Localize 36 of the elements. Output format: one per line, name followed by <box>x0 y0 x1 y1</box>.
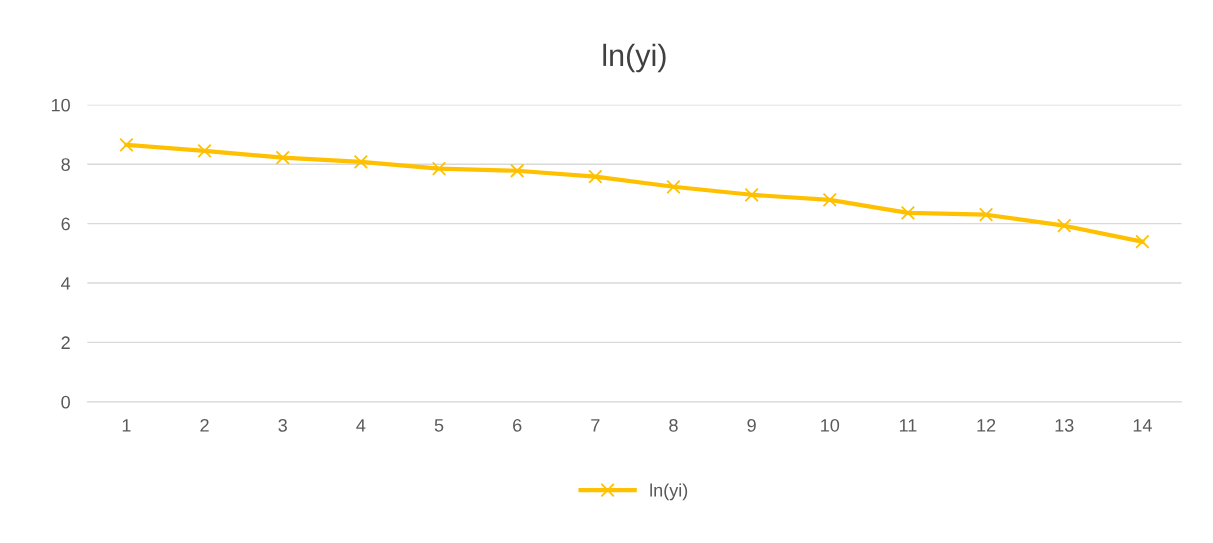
chart-title: ln(yi) <box>603 43 666 73</box>
x-tick-label: 3 <box>278 418 287 432</box>
x-tick-label: 4 <box>356 419 366 432</box>
y-tick-label: 6 <box>61 217 70 231</box>
point <box>119 137 134 153</box>
x-tick-label: 6 <box>513 418 522 432</box>
y-tick-label: 10 <box>51 98 70 112</box>
x-tick-label: 9 <box>747 418 756 432</box>
point <box>353 154 369 169</box>
x-tick-label: 14 <box>1133 419 1152 432</box>
x-tick-label: 8 <box>669 418 678 432</box>
x-tick-label: 13 <box>1055 418 1074 432</box>
x-tick-label: 5 <box>434 419 444 432</box>
point <box>1135 234 1150 249</box>
x-tick-label: 7 <box>591 419 600 432</box>
point <box>431 161 447 176</box>
x-tick-label: 1 <box>122 419 131 432</box>
point <box>744 187 759 202</box>
point <box>822 192 837 208</box>
legend-label: ln(yi) <box>650 483 688 501</box>
y-tick-label: 4 <box>61 277 71 290</box>
point <box>666 179 681 194</box>
x-tick-label: 12 <box>977 418 996 432</box>
x-tick-label: 10 <box>821 418 840 432</box>
point <box>510 163 525 178</box>
point <box>275 150 290 165</box>
y-tick-label: 0 <box>61 395 70 409</box>
x-tick-label: 11 <box>899 419 917 432</box>
point <box>588 169 603 184</box>
x-tick-label: 2 <box>200 418 209 432</box>
point <box>978 207 994 222</box>
y-tick-label: 2 <box>61 336 70 349</box>
point <box>900 205 916 221</box>
point <box>197 143 212 158</box>
point <box>1057 218 1072 233</box>
y-tick-label: 8 <box>61 158 70 171</box>
